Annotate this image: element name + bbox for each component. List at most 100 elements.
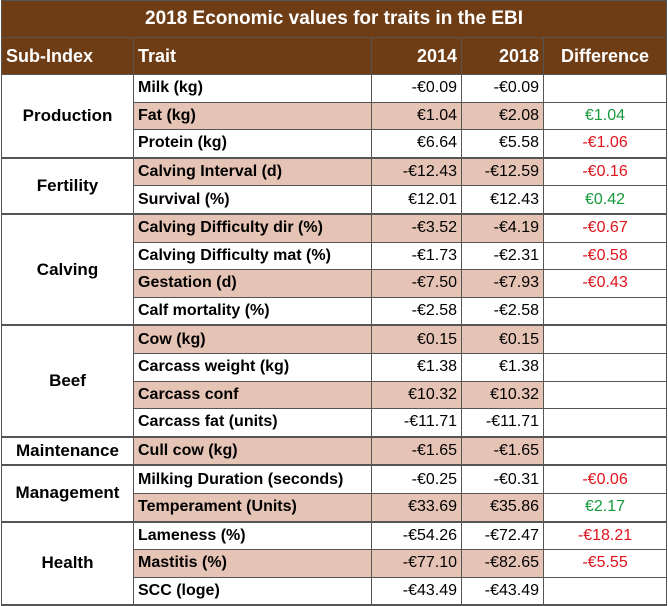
value-2018-cell: -€72.47 [461,520,544,551]
value-2014-cell: -€2.58 [371,296,462,327]
table-row: Maintenance Cull cow (kg) -€1.65 -€1.65 [1,436,668,467]
table-row: Health Lameness (%) -€54.26 -€72.47 -€18.21 [1,520,668,606]
value-2018-cell: -€2.58 [461,296,544,327]
subindex-cell: Production [1,73,134,159]
difference-cell: -€0.67 [542,213,668,243]
trait-cell: Calving Difficulty mat (%) [133,241,372,271]
table-row: Mastitis (%) -€77.10 -€82.65 -€5.55 [2,549,668,578]
subindex-cell: Calving [1,213,134,327]
value-2014-cell: €33.69 [371,492,462,523]
value-2018-cell: -€7.93 [461,269,544,298]
value-2018-cell: -€0.09 [461,74,544,103]
trait-cell: Calf mortality (%) [133,296,372,327]
value-2014-cell: -€54.26 [371,520,462,551]
trait-cell: Carcass conf [133,380,372,410]
subindex-cell: Health [1,521,134,606]
difference-cell [542,576,668,606]
subindex-cell: Management [1,464,134,523]
value-2014-cell: €10.32 [371,380,462,410]
value-2018-cell: €0.15 [461,324,544,354]
difference-cell: -€5.55 [542,549,668,578]
difference-cell: €1.04 [542,101,668,131]
trait-cell: Temperament (Units) [133,492,372,523]
table-row: Calving Calving Difficulty dir (%) -€3.52-… [1,213,668,327]
value-2014-cell: -€1.73 [371,241,462,271]
value-2018-cell: €10.32 [461,380,544,410]
trait-cell: Milk (kg) [133,74,372,103]
table-row: Survival (%) €12.01 €12.43 €0.42 [2,185,668,215]
column-header-trait: Trait [133,37,372,75]
table-row: Gestation (d) -€7.50 -€7.93 -€0.43 [2,269,668,298]
difference-cell: -€1.06 [542,129,668,159]
table-row: Carcass weight (kg) €1.38 €1.38 [2,352,668,382]
header-row: Sub-Index Trait 2014 2018 Difference [1,37,668,75]
trait-cell: SCC (loge) [133,576,372,606]
value-2018-cell: -€12.59 [461,157,544,187]
value-2014-cell: -€3.52 [371,213,462,243]
value-2018-cell: €1.38 [461,352,544,382]
value-2018-cell: -€0.31 [461,464,544,494]
difference-cell: €0.42 [542,185,668,215]
value-2014-cell: -€11.71 [371,408,462,438]
trait-cell: Fat (kg) [133,101,372,131]
table-row: Beef Cow (kg) €0.15 €0.15 [1,324,668,438]
table-row: Fat (kg) €1.04 €2.08 €1.04 [2,101,668,131]
difference-cell [542,296,668,327]
subindex-cell: Beef [1,324,134,438]
value-2014-cell: -€7.50 [371,269,462,298]
table-row: Management Milking Duration (seconds) -€0.… [1,464,668,523]
difference-cell [542,324,668,354]
difference-cell: -€0.16 [542,157,668,187]
value-2018-cell: -€2.31 [461,241,544,271]
trait-cell: Gestation (d) [133,269,372,298]
value-2018-cell: -€43.49 [461,576,544,606]
value-2014-cell: -€0.25 [371,464,462,494]
value-2014-cell: -€0.09 [371,74,462,103]
column-header-2014: 2014 [371,37,462,75]
difference-cell [542,408,668,438]
value-2018-cell: -€11.71 [461,408,544,438]
difference-cell: -€0.43 [542,269,668,298]
value-2014-cell: €12.01 [371,185,462,215]
trait-cell: Carcass weight (kg) [133,352,372,382]
difference-cell: -€18.21 [542,520,668,551]
difference-cell [542,380,668,410]
trait-cell: Carcass fat (units) [133,408,372,438]
difference-cell: -€0.58 [542,241,668,271]
value-2014-cell: €1.38 [371,352,462,382]
value-2018-cell: €2.08 [461,101,544,131]
trait-cell: Mastitis (%) [133,549,372,578]
value-2014-cell: -€77.10 [371,549,462,578]
column-header-subindex: Sub-Index [1,37,134,75]
trait-cell: Milking Duration (seconds) [133,464,372,494]
trait-cell: Calving Difficulty dir (%) [133,213,372,243]
difference-cell [542,352,668,382]
trait-cell: Cull cow (kg) [133,436,372,467]
trait-cell: Calving Interval (d) [133,157,372,187]
trait-cell: Protein (kg) [133,129,372,159]
difference-cell: -€0.06 [542,464,668,494]
table-row: Calving Difficulty mat (%) -€1.73 -€2.31 -€… [2,241,668,271]
table-row: Fertility Calving Interval (d) -€12.43 -€12… [1,157,668,215]
value-2018-cell: -€82.65 [461,549,544,578]
trait-cell: Survival (%) [133,185,372,215]
table-row: Carcass fat (units) -€11.71 -€11.71 [2,408,668,438]
value-2014-cell: €6.64 [371,129,462,159]
trait-cell: Cow (kg) [133,324,372,354]
difference-cell [542,74,668,103]
table-body: Production Milk (kg) -€0.09 -€0.09 Fat (kg) €… [1,73,668,606]
value-2018-cell: €12.43 [461,185,544,215]
value-2018-cell: -€4.19 [461,213,544,243]
difference-cell: €2.17 [542,492,668,523]
difference-cell [542,436,668,467]
table-row: Calf mortality (%) -€2.58 -€2.58 [2,296,668,327]
value-2014-cell: -€12.43 [371,157,462,187]
table-row: Temperament (Units) €33.69 €35.86 €2.17 [2,492,668,523]
value-2018-cell: -€1.65 [461,436,544,467]
value-2018-cell: €5.58 [461,129,544,159]
subindex-cell: Fertility [1,157,134,215]
table-title: 2018 Economic values for traits in the E… [0,0,668,38]
value-2018-cell: €35.86 [461,492,544,523]
